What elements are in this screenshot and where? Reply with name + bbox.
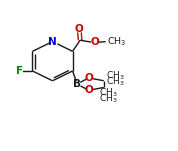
Text: N: N xyxy=(48,37,57,47)
Text: CH$_3$: CH$_3$ xyxy=(106,75,125,88)
Text: F: F xyxy=(15,66,23,76)
Text: O: O xyxy=(85,85,94,95)
Text: O: O xyxy=(75,24,84,34)
Text: CH$_3$: CH$_3$ xyxy=(100,87,118,100)
Text: O: O xyxy=(90,37,99,47)
Text: O: O xyxy=(85,73,94,83)
Text: CH$_3$: CH$_3$ xyxy=(100,92,118,105)
Text: CH$_3$: CH$_3$ xyxy=(106,70,125,82)
Text: CH$_3$: CH$_3$ xyxy=(107,35,126,48)
Text: B: B xyxy=(73,79,81,89)
